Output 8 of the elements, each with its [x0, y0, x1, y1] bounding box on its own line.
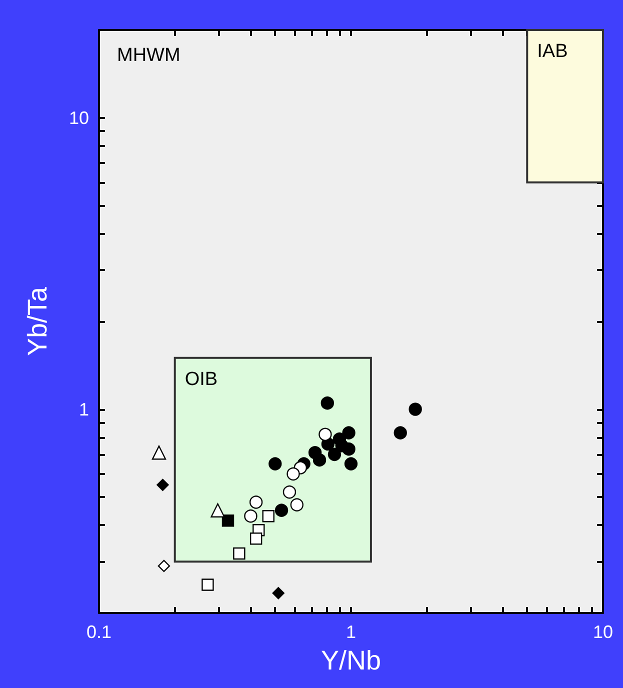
- x-tick-label: 1: [346, 622, 356, 642]
- x-tick-label: 0.1: [86, 622, 112, 642]
- x-tick-label: 10: [592, 622, 614, 642]
- series-label: OIB: [184, 368, 218, 390]
- series-label: IAB: [537, 41, 568, 62]
- y-axis-title: Yb/Ta: [22, 286, 52, 356]
- annotation: MHWM: [117, 45, 180, 66]
- x-axis-title: Y/Nb: [320, 646, 382, 676]
